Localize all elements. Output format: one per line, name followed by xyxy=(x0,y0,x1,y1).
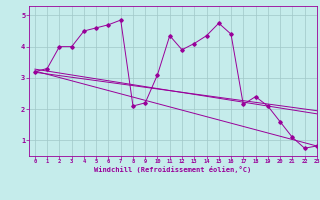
X-axis label: Windchill (Refroidissement éolien,°C): Windchill (Refroidissement éolien,°C) xyxy=(94,166,252,173)
